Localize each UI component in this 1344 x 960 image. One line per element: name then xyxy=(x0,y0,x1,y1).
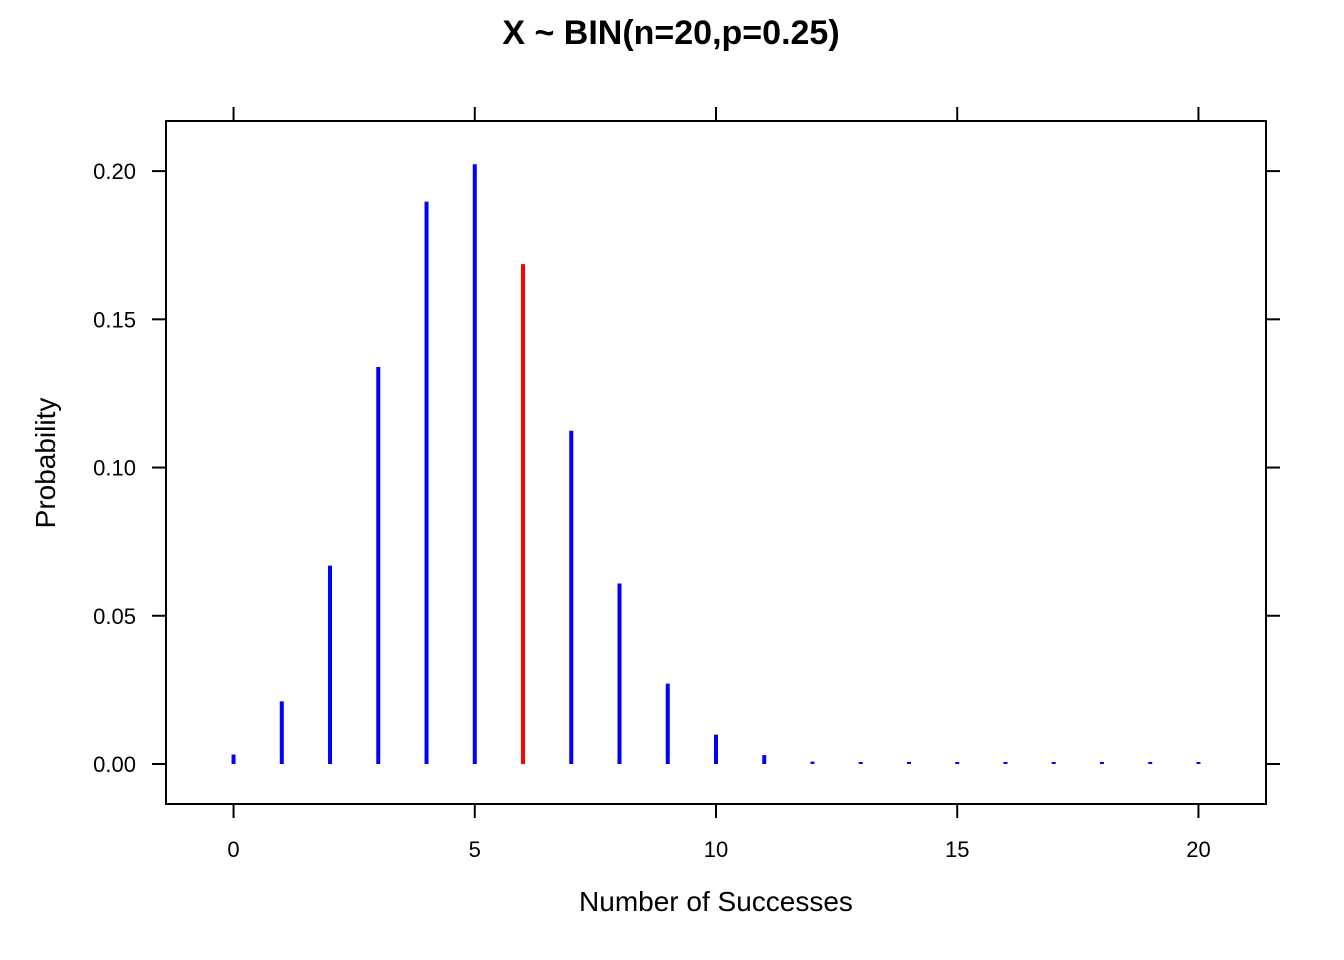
x-axis-label: Number of Successes xyxy=(579,886,853,917)
y-tick-label-1: 0.05 xyxy=(93,604,136,629)
chart-title: X ~ BIN(n=20,p=0.25) xyxy=(502,14,839,52)
x-tick-label-5: 5 xyxy=(469,837,481,862)
x-tick-label-20: 20 xyxy=(1186,837,1210,862)
x-tick-label-10: 10 xyxy=(704,837,728,862)
y-tick-label-0: 0.00 xyxy=(93,752,136,777)
y-tick-label-4: 0.20 xyxy=(93,159,136,184)
y-axis-ticks: 0.00 0.05 0.10 0.15 0.20 xyxy=(93,159,1280,777)
x-axis-ticks: 0 5 10 15 20 xyxy=(227,107,1211,862)
y-tick-label-2: 0.10 xyxy=(93,456,136,481)
x-tick-label-15: 15 xyxy=(945,837,969,862)
x-tick-label-0: 0 xyxy=(227,837,239,862)
y-axis-label: Probability xyxy=(30,398,61,529)
bars-group xyxy=(231,164,1201,764)
y-tick-label-3: 0.15 xyxy=(93,307,136,332)
